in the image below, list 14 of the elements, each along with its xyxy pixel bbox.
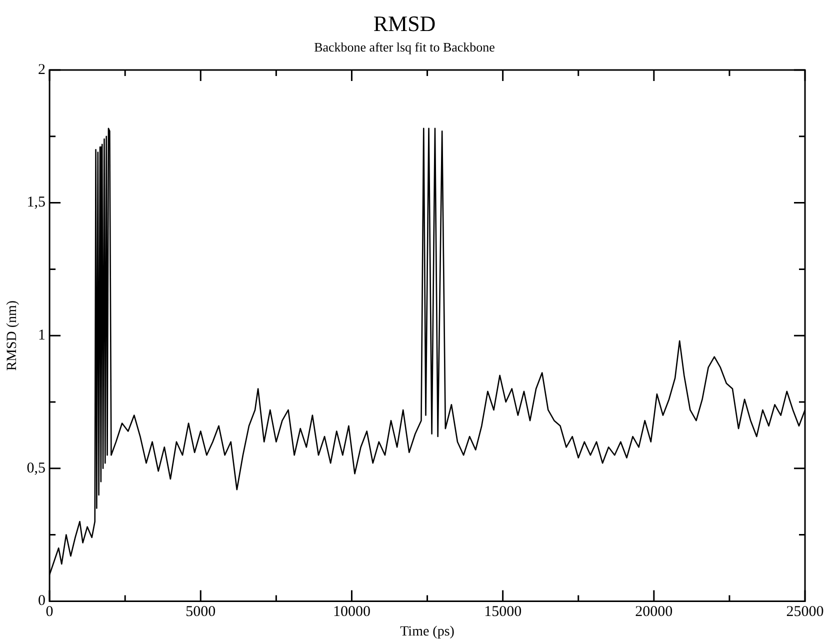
x-tick-label: 5000 — [186, 604, 216, 620]
x-tick-label: 15000 — [484, 604, 522, 620]
x-tick-label: 20000 — [635, 604, 673, 620]
chart-subtitle: Backbone after lsq fit to Backbone — [314, 40, 496, 55]
y-tick-label: 0,5 — [26, 460, 46, 476]
y-tick-label: 1 — [38, 328, 46, 344]
y-axis-title: RMSD (nm) — [5, 300, 20, 371]
y-tick-label: 2 — [38, 62, 46, 78]
y-tick-label: 0 — [38, 593, 46, 610]
x-axis-title: Time (ps) — [400, 624, 455, 640]
x-tick-label: 25000 — [786, 604, 824, 620]
x-tick-label: 10000 — [332, 604, 370, 620]
y-tick-label: 1,5 — [26, 194, 46, 211]
chart-title: RMSD — [373, 10, 436, 36]
